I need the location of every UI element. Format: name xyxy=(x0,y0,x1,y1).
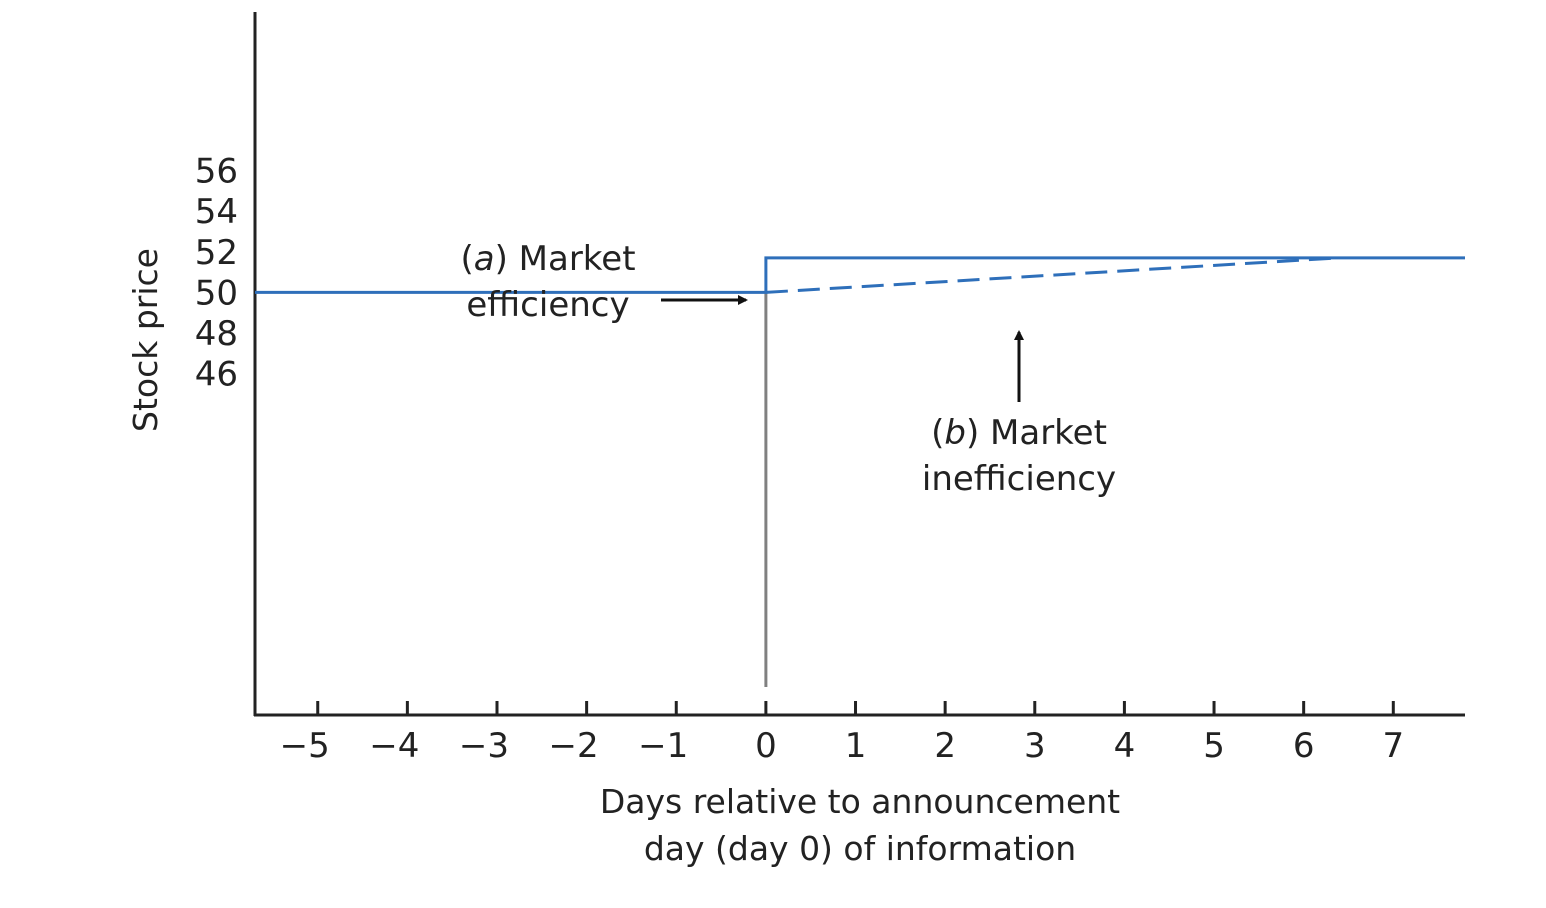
annotation-b: (b) Market inefficiency xyxy=(922,330,1116,499)
x-tick-label: −3 xyxy=(459,726,509,766)
x-tick-label: 0 xyxy=(755,726,777,766)
annotation-b-line-2: inefficiency xyxy=(922,459,1116,499)
y-tick-label: 48 xyxy=(195,314,238,354)
x-tick-label: 6 xyxy=(1293,726,1315,766)
series-market-efficiency xyxy=(255,256,1465,294)
annotation-a-line-2: efficiency xyxy=(466,285,629,325)
y-tick-label: 50 xyxy=(195,273,238,313)
x-tick-label: −2 xyxy=(549,726,599,766)
annotation-b-line-1: (b) Market xyxy=(931,413,1107,453)
y-tick-label: 46 xyxy=(195,355,238,395)
annotation-a: (a) Market efficiency xyxy=(460,239,748,325)
y-tick-label: 54 xyxy=(195,192,238,232)
x-tick-label: −5 xyxy=(280,726,330,766)
y-tick-label: 56 xyxy=(195,151,238,191)
x-tick-label: 4 xyxy=(1114,726,1136,766)
x-tick-label: 2 xyxy=(934,726,956,766)
x-tick-label: 1 xyxy=(845,726,867,766)
x-axis-title-line-1: Days relative to announcement xyxy=(600,782,1120,821)
x-tick-label: −1 xyxy=(638,726,688,766)
x-tick-label: −4 xyxy=(369,726,419,766)
y-tick-label: 52 xyxy=(195,233,238,273)
x-ticks: −5 −4 −3 −2 −1 0 1 2 3 4 5 6 7 xyxy=(280,701,1404,766)
y-axis-title: Stock price xyxy=(126,248,165,432)
x-tick-label: 7 xyxy=(1382,726,1404,766)
x-tick-label: 3 xyxy=(1024,726,1046,766)
x-tick-label: 5 xyxy=(1203,726,1225,766)
series-layer xyxy=(255,256,1465,294)
annotation-a-line-1: (a) Market xyxy=(460,239,635,279)
series-market-inefficiency xyxy=(765,256,1340,294)
x-axis-title-line-2: day (day 0) of information xyxy=(644,829,1076,868)
